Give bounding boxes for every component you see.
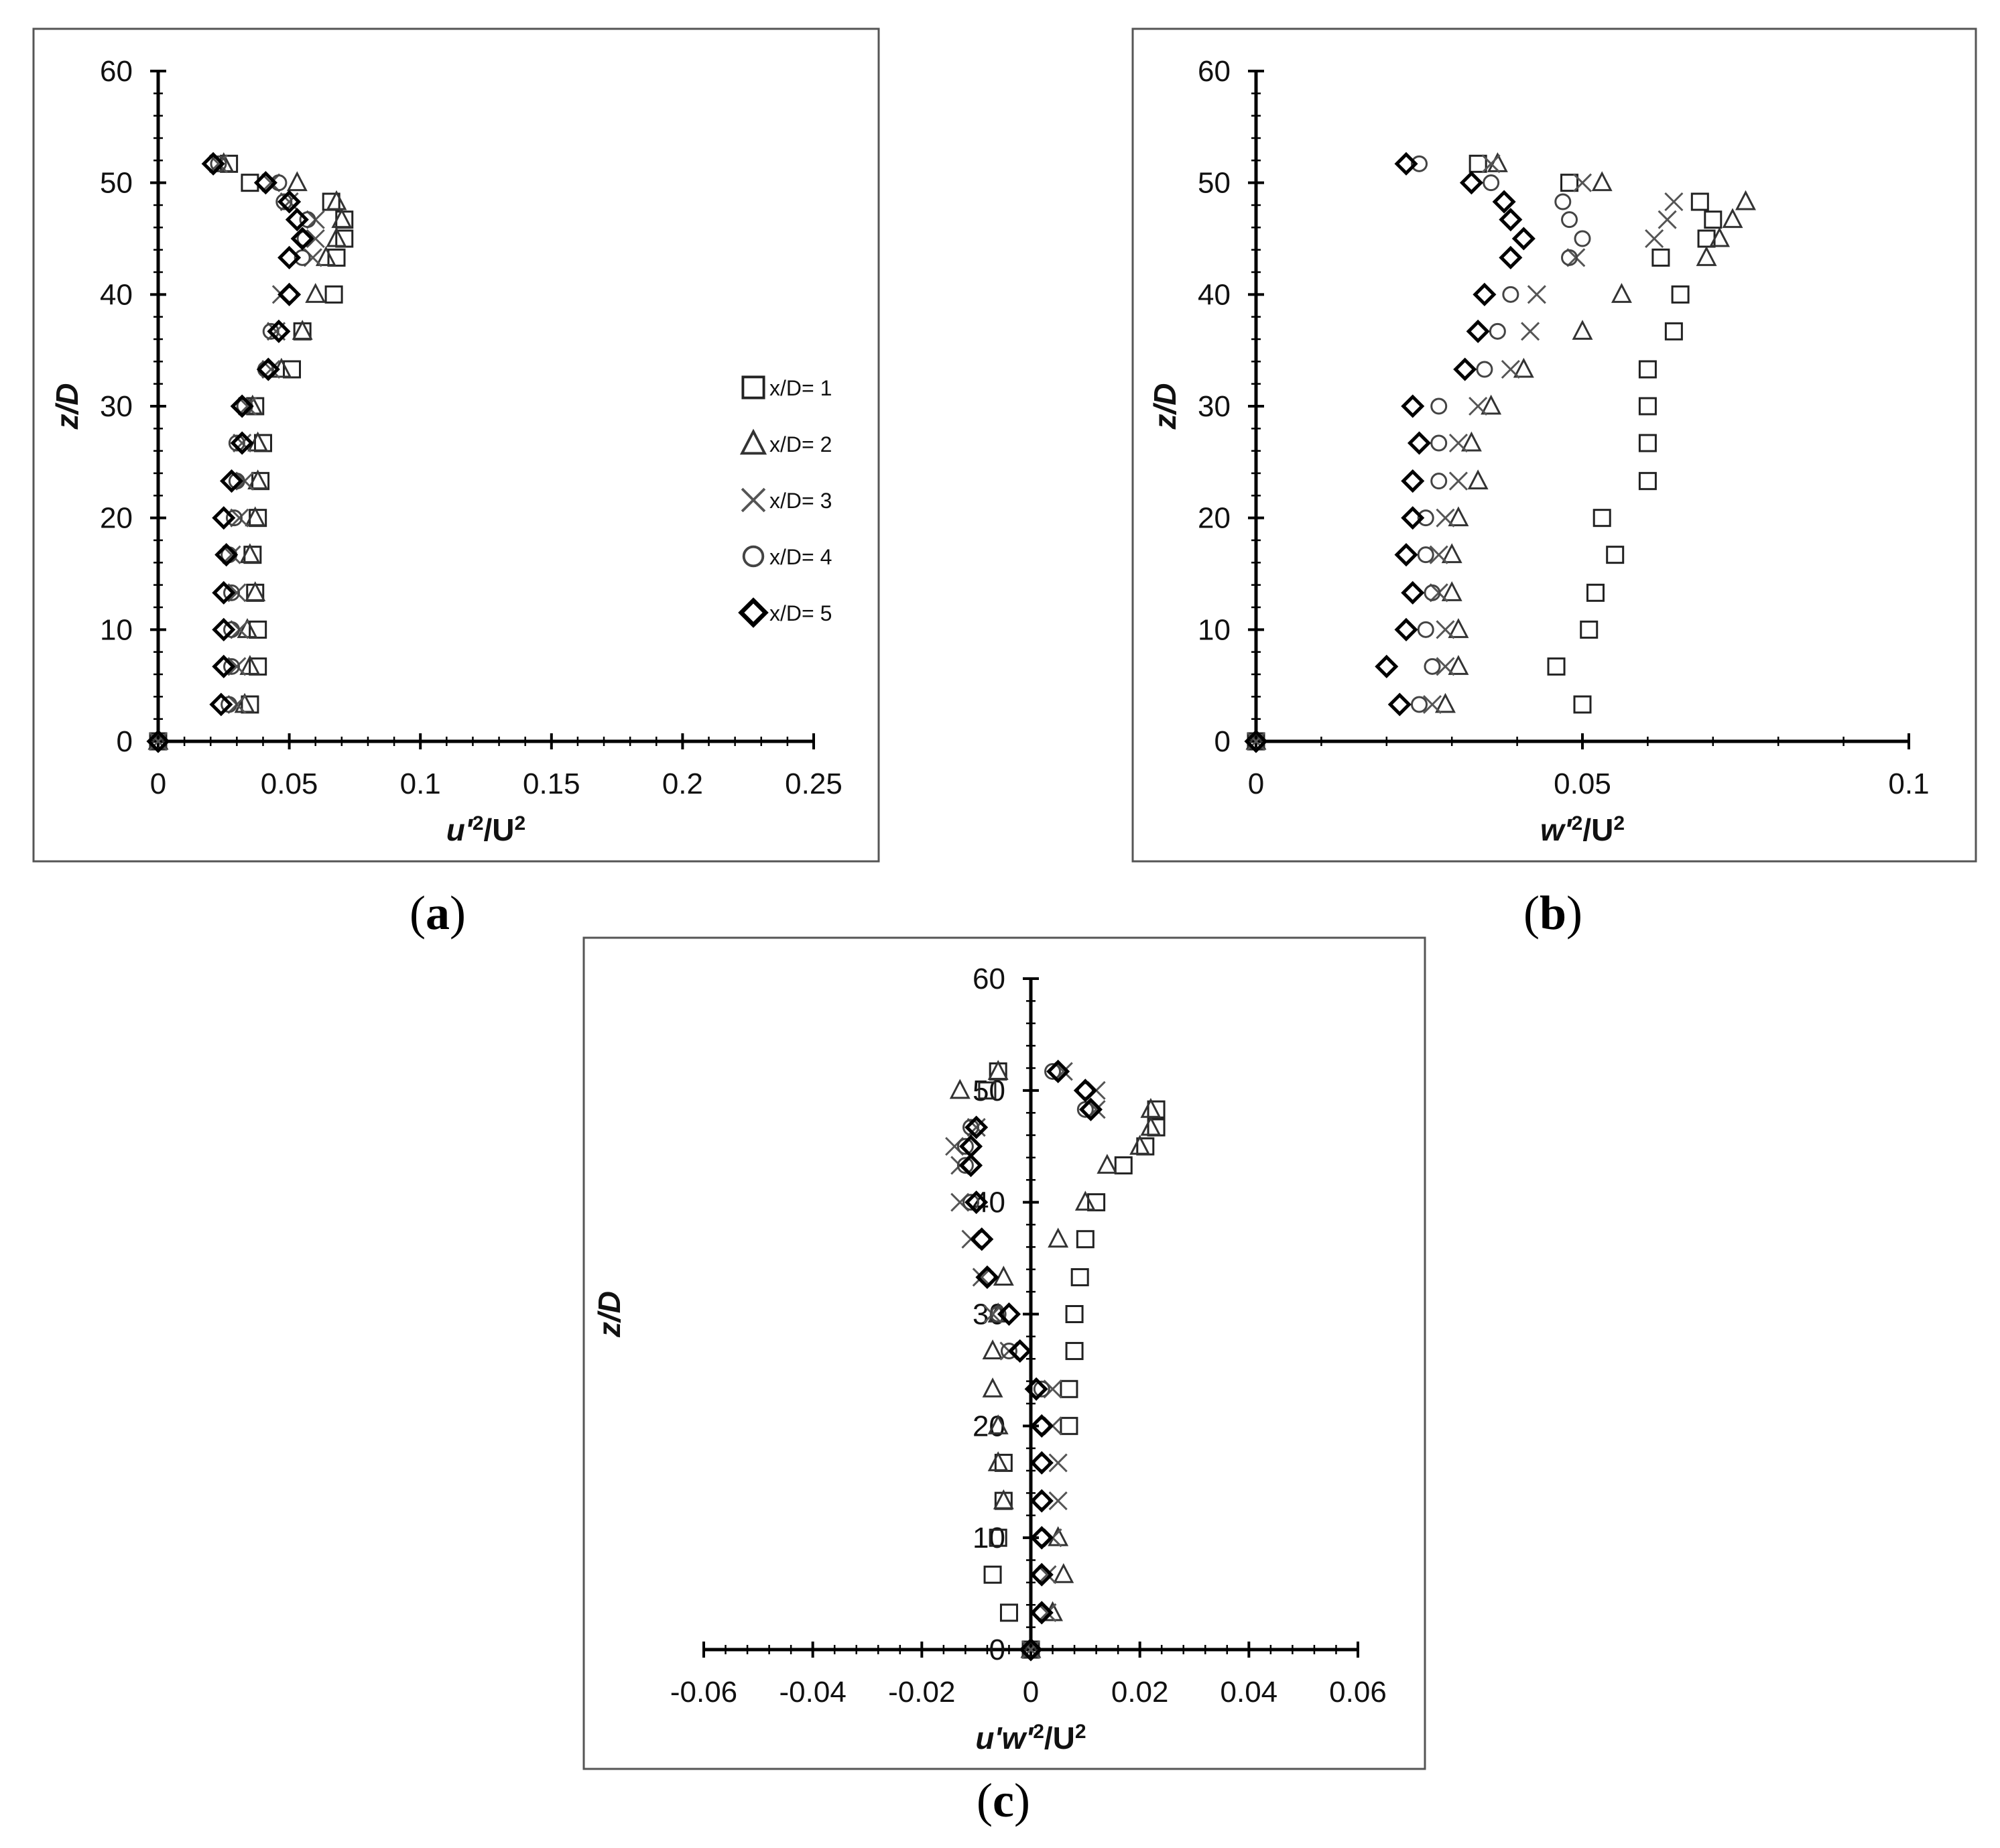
x-tick-label: 0.25 <box>785 767 842 800</box>
y-tick-label: 20 <box>100 502 133 535</box>
x-tick-label: 0.05 <box>261 767 318 800</box>
x-tick-label: 0 <box>1023 1676 1039 1709</box>
x-tick-label: 0 <box>150 767 166 800</box>
y-axis-title: z/D <box>1147 383 1182 430</box>
x-tick-label: 0.15 <box>523 767 580 800</box>
y-tick-label: 10 <box>1198 613 1231 646</box>
y-tick-label: 10 <box>973 1522 1005 1554</box>
chart-panel-a: 0 10 20 30 40 50 60 0 0.05 0.1 0.15 0.2 0.25 u'2/U2 z/… <box>32 27 880 863</box>
y-tick-label: 0 <box>989 1634 1005 1666</box>
y-tick-label: 20 <box>1198 502 1231 535</box>
x-tick-label: 0.1 <box>400 767 441 800</box>
y-axis-title: z/D <box>592 1291 627 1338</box>
x-tick-label: 0.1 <box>1888 767 1929 800</box>
panel-label: (a) <box>410 886 466 940</box>
x-axis-title: u'2/U2 <box>446 812 525 848</box>
y-tick-label: 0 <box>1214 725 1231 758</box>
chart-frame <box>582 936 1426 1770</box>
legend: x/D= 1 x/D= 2 x/D= 3 x/D= 4 x/D= 5 <box>741 375 832 625</box>
x-tick-label: 0.02 <box>1111 1676 1169 1709</box>
y-tick-label: 30 <box>1198 390 1231 423</box>
x-tick-label: -0.06 <box>670 1676 737 1709</box>
chart-frame <box>1131 27 1977 863</box>
x-tick-label: 0.04 <box>1221 1676 1278 1709</box>
legend-entry: x/D= 4 <box>769 545 832 569</box>
y-tick-label: 0 <box>117 725 133 758</box>
chart-panel-b: 0 10 20 30 40 50 60 0 0.05 0.1 w'2/U2 z/D <box>1131 27 1977 863</box>
x-axis-title: w'2/U2 <box>1540 812 1625 848</box>
y-tick-label: 50 <box>100 167 133 200</box>
chart-frame <box>32 27 880 863</box>
y-axis-title: z/D <box>50 383 84 430</box>
y-tick-label: 40 <box>100 278 133 311</box>
legend-entry: x/D= 5 <box>769 601 832 625</box>
y-tick-label: 60 <box>1198 55 1231 88</box>
legend-entry: x/D= 3 <box>769 489 832 513</box>
legend-entry: x/D= 1 <box>769 376 832 400</box>
y-tick-label: 30 <box>100 390 133 423</box>
x-axis-title: u'w'2/U2 <box>975 1721 1086 1756</box>
x-tick-label: -0.04 <box>779 1676 847 1709</box>
y-tick-label: 50 <box>1198 167 1231 200</box>
y-tick-label: 20 <box>973 1410 1005 1442</box>
y-tick-label: 60 <box>100 55 133 88</box>
x-tick-label: 0.05 <box>1554 767 1611 800</box>
x-tick-label: 0.06 <box>1329 1676 1387 1709</box>
y-tick-label: 10 <box>100 613 133 646</box>
x-tick-label: 0.2 <box>662 767 703 800</box>
x-tick-label: 0 <box>1248 767 1264 800</box>
y-tick-label: 40 <box>1198 278 1231 311</box>
legend-entry: x/D= 2 <box>769 432 832 456</box>
x-tick-label: -0.02 <box>888 1676 955 1709</box>
panel-label: (b) <box>1523 886 1582 940</box>
panel-label: (c) <box>977 1774 1030 1827</box>
y-tick-label: 60 <box>973 963 1005 995</box>
